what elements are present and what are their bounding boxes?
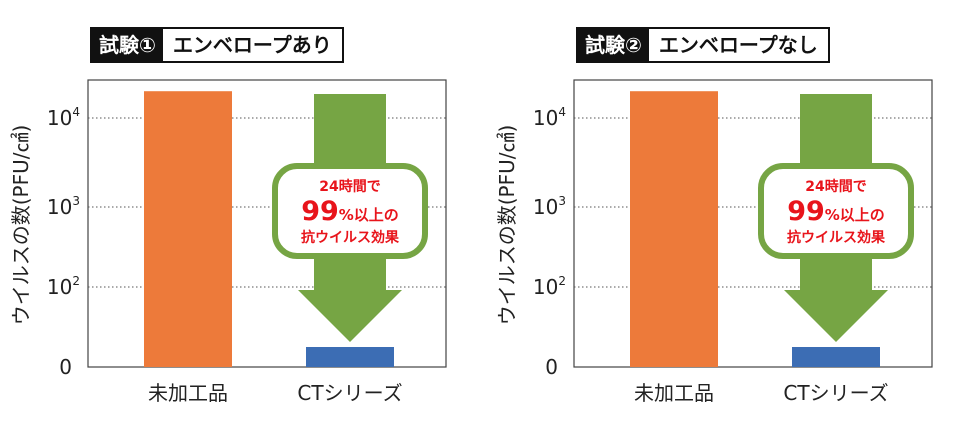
callout-line-2: 99%以上の [787, 196, 885, 227]
callout-line-3: 抗ウイルス効果 [787, 229, 886, 246]
trial-label-2: 試験② [578, 29, 649, 61]
y-tick-label: 103 [533, 194, 566, 219]
bar-1 [306, 347, 394, 367]
bar-0 [630, 91, 718, 368]
callout-bubble [758, 163, 914, 259]
bar-chart-1: 0 102 103 104 ウイルスの数(PFU/㎠) 未加工品 CTシリーズ 24時間で99… [9, 79, 447, 405]
chart-panel-2: 試験② エンベロープなし 0 102 103 104 ウイルスの数(PFU/㎠) 未加工品… [486, 0, 956, 423]
y-tick-label: 104 [47, 105, 80, 130]
x-tick-label: 未加工品 [148, 381, 228, 405]
y-tick-label: 102 [533, 274, 566, 299]
chart-title-2: 試験② エンベロープなし [576, 27, 830, 63]
chart-panel-1: 試験① エンベロープあり 0 102 103 104 ウイルスの数(PFU/㎠) 未加工品… [0, 0, 470, 423]
y-axis-label: ウイルスの数(PFU/㎠) [9, 125, 33, 326]
y-tick-label: 104 [533, 105, 566, 130]
callout-line-1: 24時間で [805, 178, 866, 195]
trial-condition-2: エンベロープなし [648, 29, 828, 61]
callout-line-3: 抗ウイルス効果 [301, 229, 400, 246]
x-tick-label: 未加工品 [634, 381, 714, 405]
y-tick-label: 0 [59, 355, 72, 379]
trial-condition-1: エンベロープあり [162, 29, 342, 61]
x-tick-label: CTシリーズ [783, 381, 888, 405]
x-tick-label: CTシリーズ [297, 381, 402, 405]
y-tick-label: 103 [47, 194, 80, 219]
bar-1 [792, 347, 880, 367]
y-tick-label: 102 [47, 274, 80, 299]
callout-bubble [272, 163, 428, 259]
chart-title-1: 試験① エンベロープあり [90, 27, 344, 63]
callout-line-2: 99%以上の [301, 196, 399, 227]
bar-chart-2: 0 102 103 104 ウイルスの数(PFU/㎠) 未加工品 CTシリーズ 24時間で99… [495, 79, 933, 405]
y-tick-label: 0 [545, 355, 558, 379]
trial-label-1: 試験① [92, 29, 163, 61]
callout-line-1: 24時間で [319, 178, 380, 195]
bar-0 [144, 91, 232, 368]
y-axis-label: ウイルスの数(PFU/㎠) [495, 125, 519, 326]
